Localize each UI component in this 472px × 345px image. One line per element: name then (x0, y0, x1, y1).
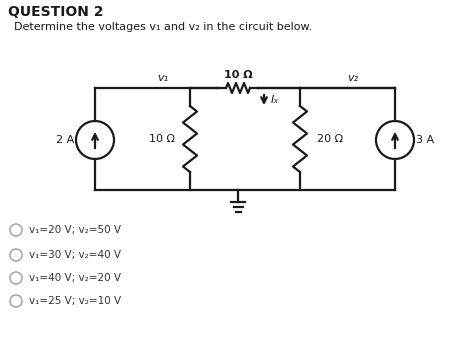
Text: QUESTION 2: QUESTION 2 (8, 5, 103, 19)
Text: v₁=25 V; v₂=10 V: v₁=25 V; v₂=10 V (29, 296, 121, 306)
Text: v₁: v₁ (157, 73, 168, 83)
Text: 10 Ω: 10 Ω (224, 70, 253, 80)
Text: 2 A: 2 A (56, 135, 74, 145)
Text: v₁=20 V; v₂=50 V: v₁=20 V; v₂=50 V (29, 225, 121, 235)
Text: Iₓ: Iₓ (271, 95, 279, 105)
Text: v₁=40 V; v₂=20 V: v₁=40 V; v₂=20 V (29, 273, 121, 283)
Text: 3 A: 3 A (416, 135, 434, 145)
Text: v₁=30 V; v₂=40 V: v₁=30 V; v₂=40 V (29, 250, 121, 260)
Text: 10 Ω: 10 Ω (149, 134, 175, 144)
Text: v₂: v₂ (347, 73, 358, 83)
Text: Determine the voltages v₁ and v₂ in the circuit below.: Determine the voltages v₁ and v₂ in the … (14, 22, 312, 32)
Text: 20 Ω: 20 Ω (317, 134, 343, 144)
